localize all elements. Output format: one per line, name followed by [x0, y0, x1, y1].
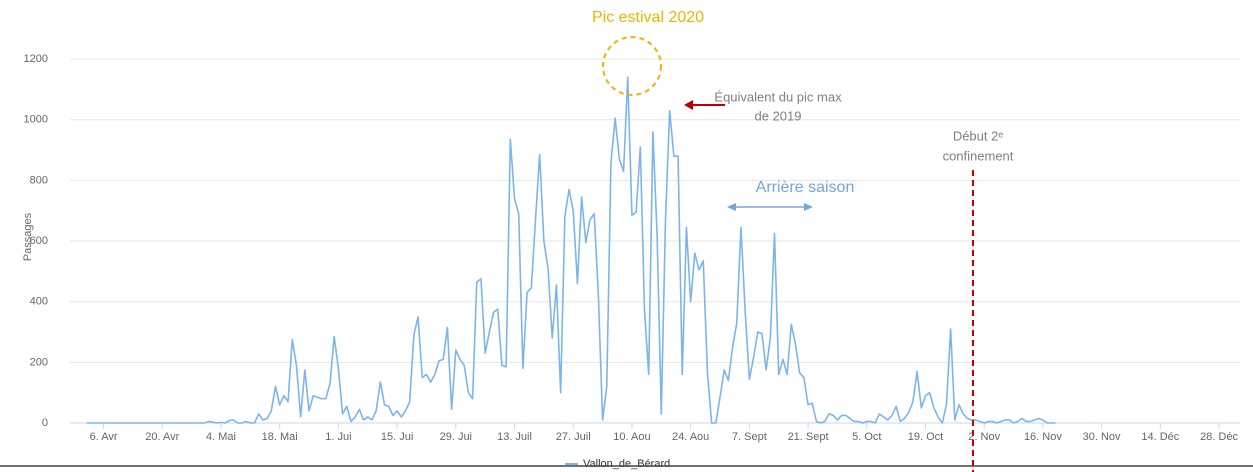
peak-annotation: Pic estival 2020	[592, 9, 704, 26]
y-tick-label: 1000	[24, 114, 48, 126]
x-tick-label: 29. Jui	[440, 431, 472, 443]
x-tick-label: 18. Mai	[262, 431, 298, 443]
y-tick-label: 1200	[24, 53, 48, 65]
x-tick-label: 6. Avr	[90, 431, 118, 443]
x-tick-label: 20. Avr	[145, 431, 179, 443]
x-tick-label: 21. Sept	[788, 431, 829, 443]
arrow-head	[684, 100, 693, 110]
axes: 0 200 400 600 800 1000 1200 6. Avr 20. Avr 4. Mai…	[24, 53, 1240, 470]
x-tick-label: 30. Nov	[1083, 431, 1121, 443]
arrow-head	[727, 203, 736, 211]
x-tick-label: 10. Aou	[613, 431, 650, 443]
lockdown-annotation: Début 2ᵉ	[953, 128, 1004, 143]
y-tick-label: 800	[30, 174, 48, 186]
x-tick-label: 7. Sept	[732, 431, 767, 443]
x-tick-label: 19. Oct	[908, 431, 943, 443]
peak-circle	[602, 36, 662, 96]
x-tick-label: 14. Déc	[1141, 431, 1179, 443]
equivalent-annotation: de 2019	[755, 108, 802, 123]
x-tick-label: 13. Juil	[497, 431, 532, 443]
x-tick-label: 4. Mai	[206, 431, 236, 443]
x-tick-label: 5. Oct	[852, 431, 881, 443]
arrow-head	[804, 203, 813, 211]
y-tick-label: 0	[42, 417, 48, 429]
y-tick-label: 200	[30, 356, 48, 368]
equivalent-annotation: Équivalent du pic max	[714, 89, 842, 104]
x-tick-label: 28. Déc	[1200, 431, 1238, 443]
season-annotation: Arrière saison	[756, 179, 855, 196]
y-axis-label: Passages	[22, 212, 34, 261]
lockdown-annotation: confinement	[943, 148, 1014, 163]
y-tick-label: 600	[30, 235, 48, 247]
x-tick-label: 16. Nov	[1024, 431, 1062, 443]
x-tick-label: 27. Juil	[556, 431, 591, 443]
x-tick-label: 2. Nov	[968, 431, 1000, 443]
data-line	[86, 76, 1056, 424]
x-tick-label: 15. Jui	[381, 431, 413, 443]
x-tick-label: 1. Jui	[325, 431, 351, 443]
x-tick-label: 24. Aou	[672, 431, 709, 443]
y-tick-label: 400	[30, 296, 48, 308]
legend-label: Vallon_de_Bérard	[583, 458, 670, 470]
